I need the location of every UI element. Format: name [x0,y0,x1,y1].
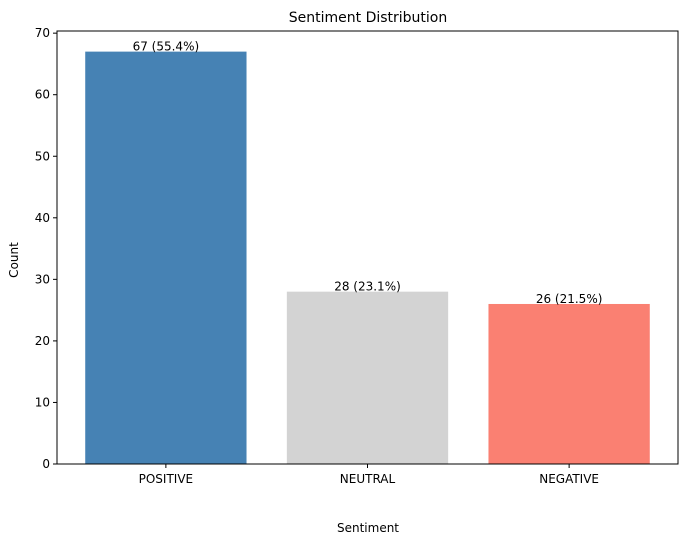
bar-positive [85,51,247,464]
y-tick-label: 0 [42,457,50,471]
y-tick-label: 60 [35,88,50,102]
x-axis-label: Sentiment [337,521,399,535]
y-tick-label: 70 [35,26,50,40]
bar-neutral [286,291,449,464]
y-tick-label: 30 [35,272,50,286]
y-axis-label: Count [7,242,21,278]
x-axis: POSITIVE NEUTRAL NEGATIVE [139,464,599,486]
data-label-positive: 67 (55.4%) [133,40,200,54]
bars-group [85,51,650,464]
data-labels-group: 67 (55.4%) 28 (23.1%) 26 (21.5%) [133,40,603,306]
y-tick-label: 20 [35,334,50,348]
bar-negative [488,303,650,464]
y-tick-label: 40 [35,211,50,225]
x-tick-label: NEUTRAL [340,472,396,486]
chart-title: Sentiment Distribution [289,10,448,26]
data-label-neutral: 28 (23.1%) [334,280,401,294]
y-axis: 0 10 20 30 40 50 60 70 [35,26,57,471]
y-tick-label: 10 [35,395,50,409]
data-label-negative: 26 (21.5%) [536,292,603,306]
y-tick-label: 50 [35,149,50,163]
x-tick-label: NEGATIVE [539,472,599,486]
x-tick-label: POSITIVE [139,472,194,486]
